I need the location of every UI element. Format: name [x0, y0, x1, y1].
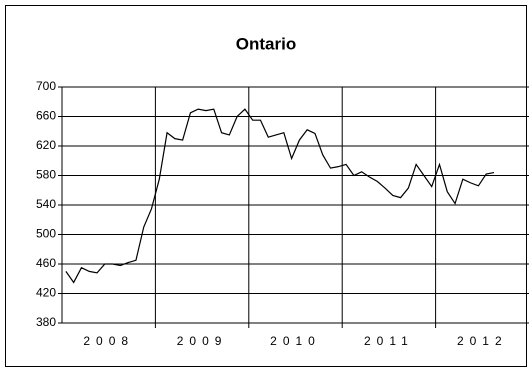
y-tick-label: 380	[36, 315, 56, 329]
x-tick-label: 2011	[364, 334, 414, 348]
y-tick-label: 660	[36, 109, 56, 123]
x-tick-label: 2012	[457, 334, 508, 348]
chart-title: Ontario	[236, 34, 296, 53]
y-tick-label: 460	[36, 256, 56, 270]
y-tick-label: 620	[36, 138, 56, 152]
y-tick-label: 420	[36, 286, 56, 300]
data-line	[65, 108, 495, 284]
y-tick-label: 580	[36, 168, 56, 182]
y-tick-label: 540	[36, 197, 56, 211]
y-tick-label: 700	[36, 79, 56, 93]
x-tick-label: 2008	[83, 334, 134, 348]
x-tick-label: 2010	[270, 334, 321, 348]
x-tick-label: 2009	[177, 334, 228, 348]
y-tick-label: 500	[36, 227, 56, 241]
chart-border	[5, 5, 527, 367]
